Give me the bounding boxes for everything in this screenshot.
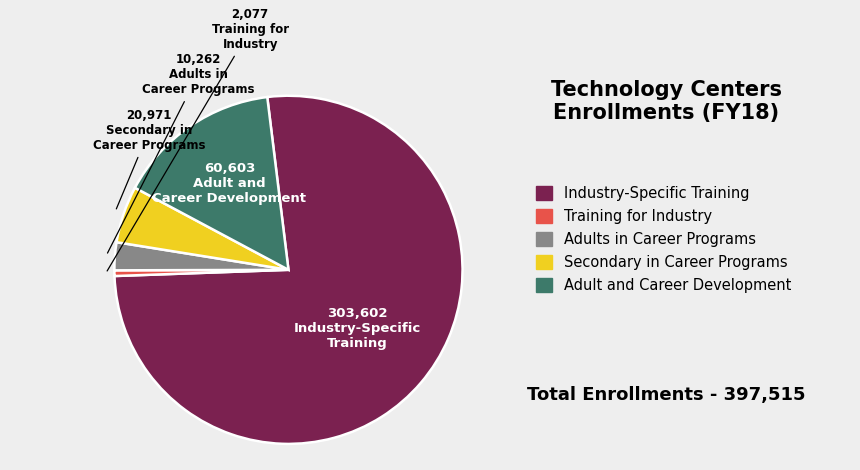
Text: 303,602
Industry-Specific
Training: 303,602 Industry-Specific Training — [294, 307, 421, 350]
Text: 10,262
Adults in
Career Programs: 10,262 Adults in Career Programs — [108, 54, 255, 253]
Wedge shape — [117, 188, 288, 270]
Text: 60,603
Adult and
Career Development: 60,603 Adult and Career Development — [152, 162, 306, 205]
Text: Total Enrollments - 397,515: Total Enrollments - 397,515 — [527, 386, 806, 404]
Wedge shape — [114, 242, 288, 270]
Text: Technology Centers
Enrollments (FY18): Technology Centers Enrollments (FY18) — [551, 80, 782, 123]
Text: 20,971
Secondary in
Career Programs: 20,971 Secondary in Career Programs — [93, 109, 206, 209]
Wedge shape — [114, 96, 463, 444]
Wedge shape — [135, 97, 288, 270]
Legend: Industry-Specific Training, Training for Industry, Adults in Career Programs, Se: Industry-Specific Training, Training for… — [536, 186, 791, 293]
Wedge shape — [114, 270, 288, 276]
Text: 2,077
Training for
Industry: 2,077 Training for Industry — [108, 8, 289, 271]
